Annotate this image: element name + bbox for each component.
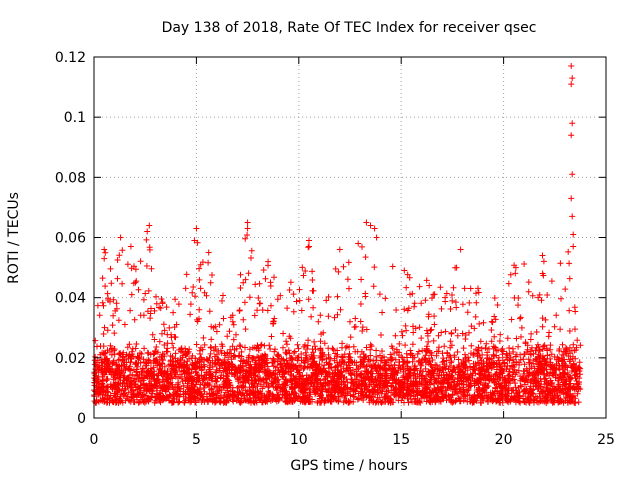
x-tick-label: 15 — [392, 432, 410, 448]
y-tick-label: 0 — [77, 411, 86, 427]
y-tick-label: 0.04 — [55, 291, 86, 307]
x-tick-label: 5 — [192, 432, 201, 448]
y-tick-label: 0.1 — [64, 110, 86, 126]
x-tick-label: 25 — [597, 432, 615, 448]
roti-point-cloud — [91, 63, 584, 406]
x-tick-label: 20 — [495, 432, 513, 448]
x-axis-label: GPS time / hours — [290, 458, 407, 474]
x-tick-labels: 0 5 10 15 20 25 — [90, 432, 615, 448]
y-tick-labels: 0 0.02 0.04 0.06 0.08 0.1 0.12 — [55, 50, 86, 427]
plot-frame — [93, 56, 607, 419]
y-tick-label: 0.08 — [55, 170, 86, 186]
x-tick-label: 10 — [290, 432, 308, 448]
y-tick-label: 0.02 — [55, 351, 86, 367]
y-tick-label: 0.06 — [55, 231, 86, 247]
chart-title: Day 138 of 2018, Rate Of TEC Index for r… — [162, 20, 537, 36]
y-axis-label: ROTI / TECUs — [6, 192, 22, 284]
data-points — [91, 63, 584, 406]
x-tick-label: 0 — [90, 432, 99, 448]
y-tick-label: 0.12 — [55, 50, 86, 66]
